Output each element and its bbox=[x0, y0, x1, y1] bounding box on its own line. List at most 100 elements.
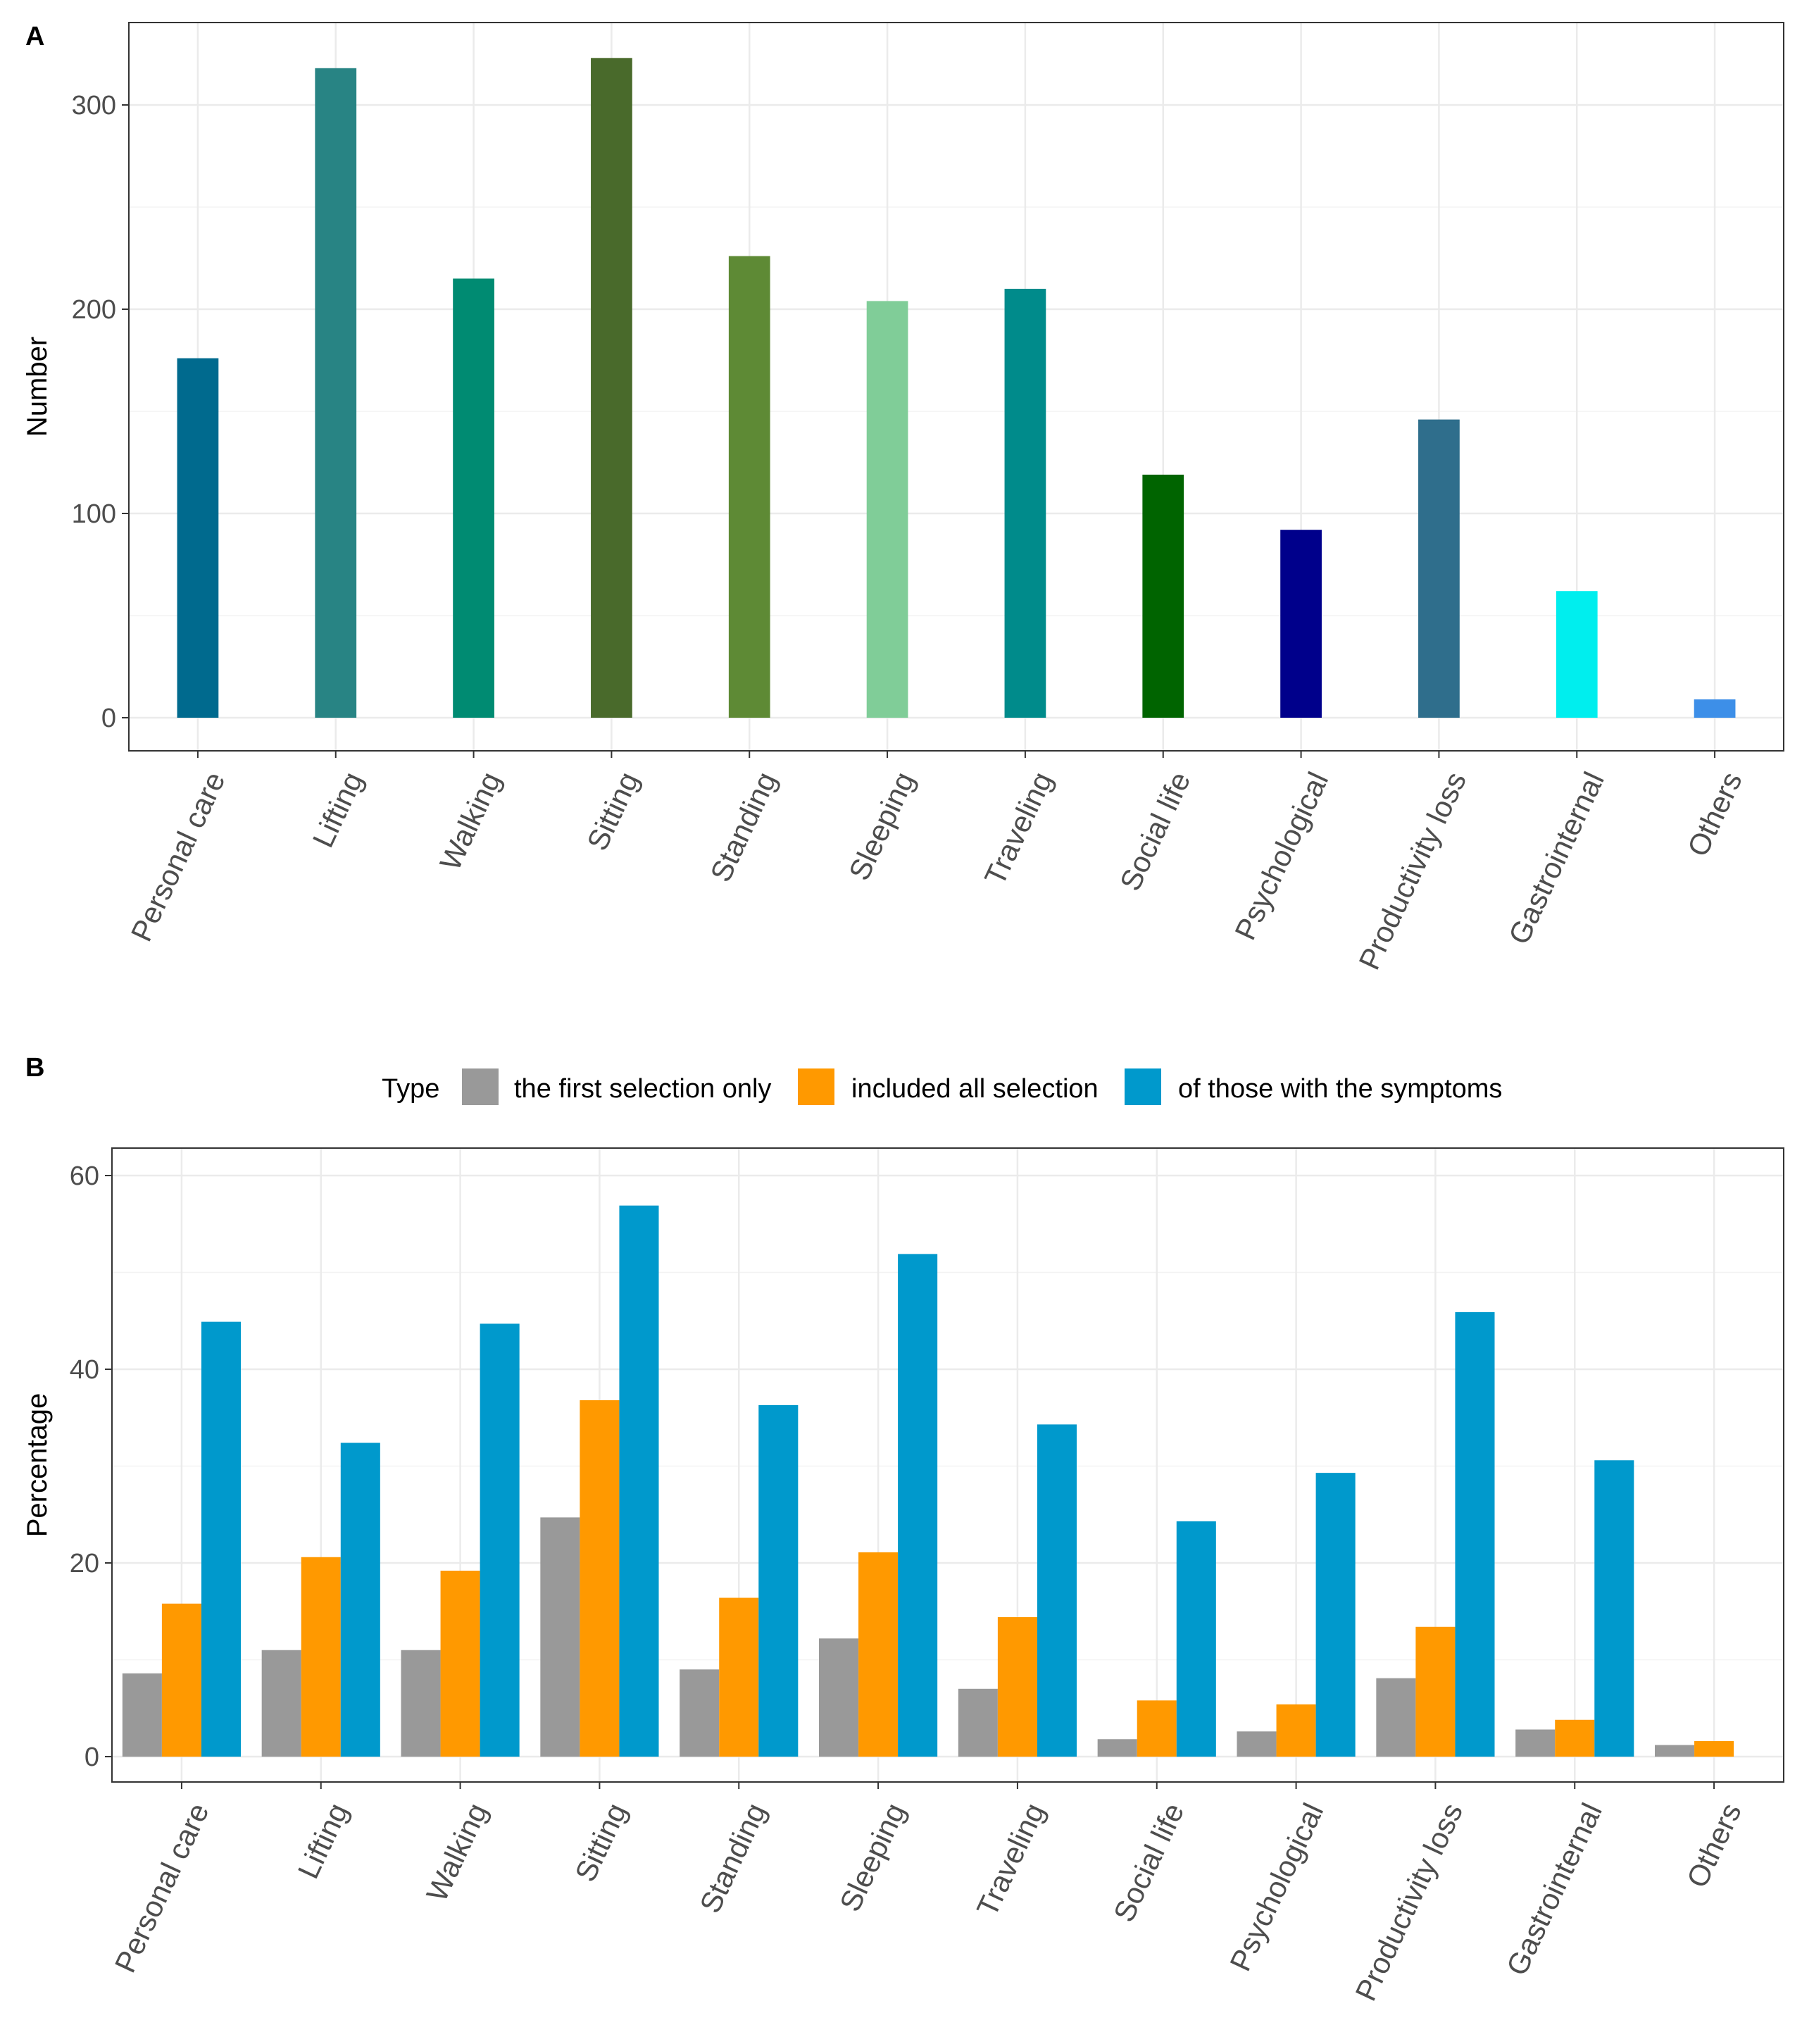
x-tick-label-walking: Walking bbox=[420, 1798, 494, 1907]
bar-social-life-included-all-selection bbox=[1137, 1700, 1177, 1757]
bar-others-included-all-selection bbox=[1694, 1741, 1734, 1757]
panel-a-plot-background bbox=[129, 23, 1784, 751]
bar-psychological-the-first-selection-only bbox=[1237, 1731, 1277, 1757]
x-tick-label-sitting: Sitting bbox=[568, 1798, 633, 1887]
bar-standing-of-those-with-the-symptoms bbox=[758, 1404, 799, 1757]
bar-sleeping-of-those-with-the-symptoms bbox=[898, 1254, 938, 1757]
bar-sitting-the-first-selection-only bbox=[540, 1517, 580, 1757]
panel-b-letter: B bbox=[25, 1053, 44, 1083]
bar-walking-the-first-selection-only bbox=[401, 1650, 441, 1757]
x-tick-label-standing: Standing bbox=[693, 1798, 772, 1918]
bar-lifting bbox=[315, 68, 357, 718]
panel-a-y-axis: 0 100 200 300 bbox=[72, 91, 129, 733]
bar-traveling-the-first-selection-only bbox=[958, 1688, 998, 1757]
x-tick-label-walking: Walking bbox=[433, 767, 507, 875]
x-tick-label-standing: Standing bbox=[703, 767, 783, 887]
panel-a: A 0 100 200 300 Personal care Lifting Walking… bbox=[22, 22, 1784, 975]
x-tick-label-productivity-loss: Productivity loss bbox=[1352, 767, 1472, 975]
bar-standing bbox=[728, 256, 770, 718]
bar-sitting-included-all-selection bbox=[580, 1400, 620, 1757]
bar-productivity-loss bbox=[1418, 419, 1460, 718]
x-tick-label-personal-care: Personal care bbox=[108, 1798, 215, 1978]
bar-gastrointernal-the-first-selection-only bbox=[1515, 1729, 1556, 1757]
bar-productivity-loss-the-first-selection-only bbox=[1376, 1678, 1416, 1757]
legend-label-with-symptoms: of those with the symptoms bbox=[1178, 1074, 1502, 1104]
bar-gastrointernal-of-those-with-the-symptoms bbox=[1594, 1460, 1634, 1757]
bar-productivity-loss-of-those-with-the-symptoms bbox=[1455, 1311, 1495, 1757]
bar-psychological-included-all-selection bbox=[1276, 1704, 1316, 1757]
bar-psychological-of-those-with-the-symptoms bbox=[1315, 1473, 1356, 1757]
bar-productivity-loss-included-all-selection bbox=[1415, 1626, 1456, 1757]
x-tick-label-productivity-loss: Productivity loss bbox=[1349, 1798, 1469, 2006]
legend-key-with-symptoms bbox=[1125, 1068, 1161, 1105]
bar-sleeping-the-first-selection-only bbox=[819, 1638, 859, 1757]
panel-b-legend: Type the first selection only included a… bbox=[382, 1068, 1502, 1105]
bar-gastrointernal bbox=[1556, 591, 1598, 718]
x-tick-label-sleeping: Sleeping bbox=[842, 767, 921, 885]
x-tick-label-social-life: Social life bbox=[1113, 767, 1197, 896]
x-tick-label-traveling: Traveling bbox=[978, 767, 1059, 890]
bar-personal-care-the-first-selection-only bbox=[122, 1673, 162, 1757]
bar-traveling-included-all-selection bbox=[997, 1617, 1037, 1757]
y-tick-label: 20 bbox=[70, 1549, 99, 1578]
bar-gastrointernal-included-all-selection bbox=[1555, 1719, 1595, 1757]
x-tick-label-psychological: Psychological bbox=[1223, 1798, 1329, 1976]
x-tick-label-lifting: Lifting bbox=[306, 767, 370, 852]
x-tick-label-sitting: Sitting bbox=[580, 767, 645, 856]
bar-personal-care-included-all-selection bbox=[161, 1603, 201, 1757]
bar-walking-included-all-selection bbox=[440, 1571, 480, 1757]
legend-key-first-selection bbox=[462, 1068, 499, 1105]
x-tick-label-social-life: Social life bbox=[1107, 1798, 1191, 1927]
x-tick-label-gastrointernal: Gastrointernal bbox=[1500, 1798, 1608, 1981]
panel-b-x-axis: Personal care Lifting Walking Sitting Standi… bbox=[108, 1782, 1748, 2006]
bar-traveling bbox=[1004, 289, 1046, 718]
panel-b-plot-border bbox=[111, 1147, 1784, 1783]
x-tick-label-traveling: Traveling bbox=[970, 1798, 1051, 1921]
legend-title: Type bbox=[382, 1074, 439, 1104]
x-tick-label-gastrointernal: Gastrointernal bbox=[1502, 767, 1610, 949]
bar-social-life-of-those-with-the-symptoms bbox=[1176, 1521, 1216, 1757]
bar-lifting-the-first-selection-only bbox=[261, 1650, 301, 1757]
legend-key-all-selection bbox=[798, 1068, 834, 1105]
bar-social-life-the-first-selection-only bbox=[1097, 1739, 1137, 1757]
panel-b-y-axis: 0 20 40 60 bbox=[70, 1161, 112, 1772]
panel-a-x-axis: Personal care Lifting Walking Sitting Standi… bbox=[125, 751, 1748, 975]
panel-a-y-axis-title: Number bbox=[22, 337, 53, 437]
bar-psychological bbox=[1280, 530, 1322, 718]
x-tick-label-personal-care: Personal care bbox=[125, 767, 232, 947]
bar-sitting-of-those-with-the-symptoms bbox=[619, 1205, 659, 1757]
panel-b: B Type the first selection only included… bbox=[22, 1053, 1784, 2006]
x-tick-label-others: Others bbox=[1681, 767, 1748, 861]
panel-b-y-axis-title: Percentage bbox=[22, 1393, 53, 1538]
y-tick-label: 40 bbox=[70, 1355, 99, 1385]
x-tick-label-lifting: Lifting bbox=[292, 1798, 355, 1883]
x-tick-label-psychological: Psychological bbox=[1228, 767, 1334, 945]
legend-label-first-selection: the first selection only bbox=[514, 1074, 771, 1104]
bar-standing-included-all-selection bbox=[719, 1597, 759, 1757]
y-tick-label: 100 bbox=[72, 499, 116, 529]
x-tick-label-sleeping: Sleeping bbox=[833, 1798, 912, 1917]
panel-b-bars bbox=[122, 1205, 1734, 1757]
y-tick-label: 60 bbox=[70, 1161, 99, 1191]
bar-lifting-included-all-selection bbox=[301, 1557, 341, 1757]
bar-sitting bbox=[591, 58, 632, 718]
x-tick-label-others: Others bbox=[1680, 1798, 1748, 1893]
bar-walking-of-those-with-the-symptoms bbox=[480, 1323, 520, 1757]
bar-sleeping bbox=[866, 301, 908, 718]
bar-others bbox=[1694, 699, 1736, 718]
bar-traveling-of-those-with-the-symptoms bbox=[1037, 1424, 1077, 1757]
legend-label-all-selection: included all selection bbox=[851, 1074, 1099, 1104]
bar-standing-the-first-selection-only bbox=[680, 1669, 720, 1757]
panel-b-plot-background bbox=[112, 1148, 1784, 1782]
panel-a-bars bbox=[177, 58, 1736, 718]
bar-personal-care bbox=[177, 358, 219, 718]
y-tick-label: 200 bbox=[72, 295, 116, 325]
bar-personal-care-of-those-with-the-symptoms bbox=[201, 1321, 241, 1757]
y-tick-label: 0 bbox=[101, 704, 116, 733]
bar-walking bbox=[453, 278, 494, 718]
panel-a-letter: A bbox=[25, 22, 44, 51]
bar-others-the-first-selection-only bbox=[1655, 1745, 1695, 1757]
bar-sleeping-included-all-selection bbox=[858, 1552, 899, 1757]
bar-social-life bbox=[1142, 474, 1184, 718]
